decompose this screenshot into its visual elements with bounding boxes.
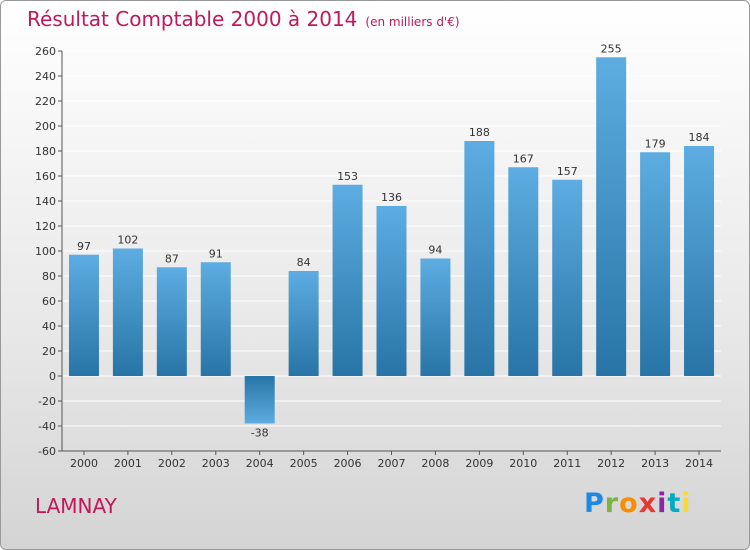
logo-letter: i [657,488,668,519]
y-tick-label: 20 [42,345,56,358]
chart-title: Résultat Comptable 2000 à 2014 (en millie… [27,7,460,31]
x-tick-label: 2011 [553,457,581,470]
bar [112,248,143,376]
x-tick-label: 2001 [114,457,142,470]
bar [464,141,495,376]
x-tick-label: 2000 [70,457,98,470]
x-tick-label: 2002 [158,457,186,470]
logo-letter: t [667,488,682,519]
y-tick-label: -20 [38,395,56,408]
y-tick-label: 220 [35,95,56,108]
y-tick-label: 120 [35,220,56,233]
proxiti-logo: Proxiti [584,488,692,519]
logo-letter: o [619,488,639,519]
y-tick-label: 0 [49,370,56,383]
bar [508,167,539,376]
x-tick-label: 2006 [334,457,362,470]
bar [420,258,451,376]
bar [288,271,319,376]
x-tick-label: 2013 [641,457,669,470]
bar [244,376,275,424]
y-tick-label: 140 [35,195,56,208]
bar [376,206,407,376]
x-tick-label: 2012 [597,457,625,470]
bar [156,267,187,376]
bar-value-label: 167 [513,152,534,165]
y-tick-label: 80 [42,270,56,283]
bar-value-label: 153 [337,170,358,183]
x-tick-label: 2009 [465,457,493,470]
bar-value-label: -38 [251,427,269,440]
bar-value-label: 94 [428,244,442,257]
x-tick-label: 2014 [685,457,713,470]
commune-name: LAMNAY [35,494,117,518]
bar-value-label: 84 [297,256,311,269]
y-tick-label: 240 [35,70,56,83]
bar-value-label: 102 [117,234,138,247]
y-tick-label: 260 [35,45,56,58]
y-tick-label: 100 [35,245,56,258]
logo-letter: r [604,488,620,519]
bar-value-label: 87 [165,252,179,265]
y-tick-label: 40 [42,320,56,333]
bar-value-label: 255 [601,42,622,55]
y-tick-label: 200 [35,120,56,133]
bar-value-label: 184 [689,131,710,144]
logo-letter: i [681,488,692,519]
y-tick-label: 160 [35,170,56,183]
bar-value-label: 97 [77,240,91,253]
bar [552,179,583,376]
bar-value-label: 157 [557,165,578,178]
bar [68,254,99,376]
logo-letter: P [584,488,605,519]
x-tick-label: 2010 [509,457,537,470]
bar [596,57,627,376]
bar [332,184,363,376]
bar-value-label: 136 [381,191,402,204]
x-tick-label: 2005 [290,457,318,470]
chart-subtitle: (en milliers d'€) [365,15,460,29]
y-tick-label: 180 [35,145,56,158]
x-tick-label: 2004 [246,457,274,470]
y-tick-label: 60 [42,295,56,308]
x-tick-label: 2007 [378,457,406,470]
y-tick-label: -60 [38,445,56,458]
bar-value-label: 91 [209,247,223,260]
bar [684,146,715,376]
x-tick-label: 2008 [421,457,449,470]
chart-title-text: Résultat Comptable 2000 à 2014 [27,7,358,31]
bar [640,152,671,376]
logo-letter: x [638,488,658,519]
x-tick-label: 2003 [202,457,230,470]
bar [200,262,231,376]
bar-value-label: 179 [645,137,666,150]
y-tick-label: -40 [38,420,56,433]
bar-value-label: 188 [469,126,490,139]
